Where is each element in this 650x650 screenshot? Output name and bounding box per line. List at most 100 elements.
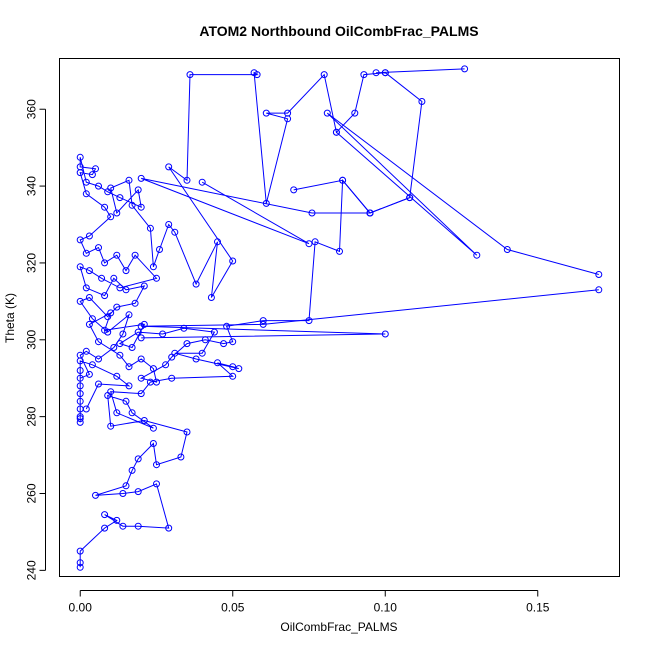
data-point [85,267,93,275]
data-point [95,338,102,346]
data-point [82,178,90,186]
data-point [165,221,173,228]
data-point [134,455,142,463]
data-point [113,209,121,217]
data-point [381,330,389,338]
data-point [192,355,200,363]
data-point [162,361,170,369]
data-point [98,274,106,282]
y-tick-label: 260 [25,483,39,503]
data-point [220,340,228,348]
data-point [503,246,511,253]
data-point [125,363,133,371]
x-axis-label: OilCombFrac_PALMS [280,620,397,634]
series-line [79,71,423,568]
data-point [290,186,298,194]
data-point [107,388,115,396]
data-point [153,461,160,469]
data-point [406,194,414,202]
data-point [186,71,194,79]
data-point [101,203,109,211]
data-point [128,344,136,351]
series-line [326,112,599,275]
data-point [134,488,142,496]
data-point [116,351,124,359]
data-point [113,303,121,311]
data-point [110,344,118,351]
data-point [82,190,90,198]
x-tick-label: 0.15 [526,601,550,615]
data-point [85,370,93,378]
data-point [336,247,343,255]
data-point [149,263,157,271]
data-point [101,292,109,300]
data-point [153,274,160,282]
data-point [122,267,130,275]
data-point [76,559,84,567]
data-point [76,169,84,177]
data-point [131,251,139,259]
data-point [76,357,84,365]
series-line [141,289,599,339]
data-point [461,65,469,73]
x-tick-label: 0.05 [221,601,245,615]
data-point [149,424,157,432]
data-point [284,115,292,123]
data-point [183,340,191,348]
data-point [418,98,426,105]
data-point [76,397,84,405]
data-point [156,246,163,253]
data-point [360,71,368,79]
y-tick-label: 320 [25,253,39,273]
data-point [168,374,176,382]
data-point [137,334,145,342]
y-tick-label: 360 [25,99,39,119]
x-tick-label: 0.10 [374,601,398,615]
y-tick-label: 280 [25,406,39,426]
data-point [88,361,96,369]
data-point [122,286,130,294]
y-axis-label: Theta (K) [3,293,17,343]
data-point [110,274,118,282]
data-point [88,315,96,323]
data-point [165,163,173,171]
y-axis: 240 260 280 300 320 340 360 [25,99,46,580]
data-point [125,382,133,390]
data-point [76,367,84,374]
data-point [82,249,90,257]
data-point [305,240,313,248]
data-point [229,338,237,346]
data-point [128,466,136,474]
data-point [183,428,191,436]
data-point [146,224,154,232]
data-point [76,236,84,244]
data-point [113,372,121,380]
data-point [595,271,603,278]
data-point [92,491,99,499]
data-point [113,409,121,417]
data-point [107,213,115,221]
data-point [140,282,148,290]
data-point [214,359,221,367]
data-point [159,330,167,338]
data-point [595,286,603,294]
data-point [137,374,145,382]
data-point [76,374,84,382]
data-point [308,209,316,217]
x-axis: 0.00 0.05 0.10 0.15 [69,590,550,615]
data-point [119,490,127,497]
data-point [76,563,84,571]
data-point [214,238,221,246]
data-point [140,417,148,424]
data-point [198,178,206,186]
data-point [165,524,173,532]
data-point [76,153,84,161]
series-line [141,177,370,245]
data-point [116,194,124,202]
data-point [85,320,93,328]
data-point [262,109,270,117]
series-group [76,65,603,571]
data-point [311,238,319,246]
data-point [149,365,157,373]
